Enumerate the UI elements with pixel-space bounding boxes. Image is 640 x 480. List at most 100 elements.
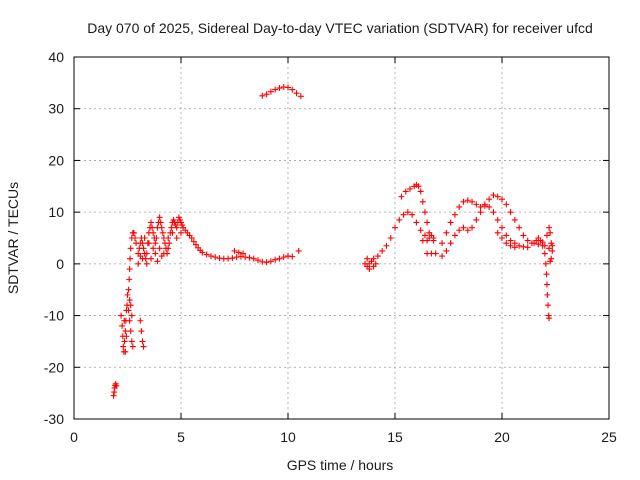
- data-point: [473, 201, 480, 208]
- data-point: [280, 254, 287, 261]
- x-tick-label: 0: [70, 429, 78, 445]
- data-point: [548, 255, 555, 262]
- data-point: [295, 247, 302, 254]
- data-point: [524, 244, 531, 251]
- data-point: [126, 266, 133, 273]
- data-point: [178, 229, 184, 236]
- data-point: [157, 219, 164, 226]
- data-point: [255, 257, 262, 264]
- data-point: [486, 196, 493, 203]
- data-point: [392, 224, 398, 231]
- data-point: [499, 196, 505, 203]
- data-point: [126, 276, 133, 283]
- data-point: [432, 250, 439, 257]
- y-tick-label: 40: [48, 49, 64, 65]
- data-point: [447, 240, 454, 247]
- data-point: [148, 219, 155, 226]
- data-point: [419, 198, 426, 205]
- data-point: [464, 227, 471, 234]
- data-point: [417, 188, 424, 195]
- data-point: [477, 209, 484, 216]
- data-point: [125, 307, 132, 314]
- data-point: [439, 240, 446, 247]
- data-point: [400, 211, 407, 218]
- x-tick-label: 5: [177, 429, 185, 445]
- data-point: [207, 253, 214, 260]
- data-point: [507, 209, 514, 216]
- data-point: [409, 211, 416, 218]
- data-point: [520, 232, 527, 239]
- data-point: [120, 343, 127, 350]
- y-tick-label: -20: [44, 359, 64, 375]
- data-point: [297, 93, 304, 100]
- data-point: [179, 222, 186, 229]
- data-point: [276, 85, 283, 92]
- data-point: [460, 224, 467, 231]
- data-point: [469, 198, 476, 205]
- data-point: [176, 216, 183, 223]
- data-point: [127, 245, 134, 252]
- data-point: [276, 255, 283, 262]
- y-tick-label: 10: [48, 204, 64, 220]
- data-point: [511, 216, 518, 223]
- data-point: [173, 224, 180, 231]
- data-point: [110, 392, 117, 399]
- data-point: [473, 216, 480, 223]
- data-point: [415, 183, 422, 190]
- data-series: [531, 224, 556, 322]
- data-point: [490, 209, 497, 216]
- data-point: [263, 91, 270, 98]
- data-point: [250, 255, 257, 262]
- x-tick-label: 25: [601, 429, 617, 445]
- data-point: [490, 192, 497, 199]
- data-point: [165, 235, 172, 241]
- data-point: [178, 219, 184, 226]
- y-tick-label: -10: [44, 308, 64, 324]
- data-point: [406, 185, 413, 192]
- data-point: [456, 227, 463, 234]
- data-point: [549, 247, 556, 254]
- data-point: [131, 235, 138, 241]
- data-point: [135, 260, 142, 267]
- y-tick-label: -30: [44, 411, 64, 427]
- data-point: [507, 237, 514, 244]
- y-axis-label: SDTVAR / TECUs: [5, 182, 21, 294]
- data-point: [542, 260, 549, 267]
- x-tick-label: 15: [387, 429, 403, 445]
- data-point: [293, 90, 300, 97]
- x-tick-labels: 0 5 10 15 20 25: [70, 429, 617, 445]
- data-point: [460, 198, 467, 205]
- data-point: [118, 312, 125, 319]
- data-point: [545, 302, 552, 309]
- data-point: [235, 249, 242, 256]
- data-point: [374, 253, 381, 260]
- data-point: [168, 224, 175, 231]
- data-point: [126, 297, 133, 304]
- data-point: [541, 242, 548, 249]
- data-point: [424, 237, 431, 244]
- data-point: [524, 237, 531, 244]
- data-point: [499, 235, 505, 241]
- data-point: [259, 92, 266, 99]
- data-point: [137, 317, 144, 324]
- data-point: [387, 235, 394, 241]
- data-point: [404, 209, 411, 216]
- data-point: [289, 86, 296, 93]
- data-point: [289, 253, 296, 260]
- data-point: [127, 255, 134, 262]
- data-point: [199, 249, 206, 256]
- data-point: [430, 237, 437, 244]
- data-point: [464, 197, 471, 204]
- x-tick-label: 20: [494, 429, 510, 445]
- y-tick-labels: -30 -20 -10 0 10 20 30 40: [44, 49, 64, 427]
- plot-area: [73, 56, 610, 420]
- data-point: [143, 260, 150, 267]
- data-point: [511, 244, 518, 251]
- data-point: [231, 247, 238, 254]
- data-point: [546, 315, 553, 322]
- data-point: [156, 214, 163, 221]
- data-point: [149, 224, 156, 231]
- chart-title: Day 070 of 2025, Sidereal Day-to-day VTE…: [87, 20, 593, 36]
- data-point: [424, 219, 431, 226]
- y-tick-label: 30: [48, 101, 64, 117]
